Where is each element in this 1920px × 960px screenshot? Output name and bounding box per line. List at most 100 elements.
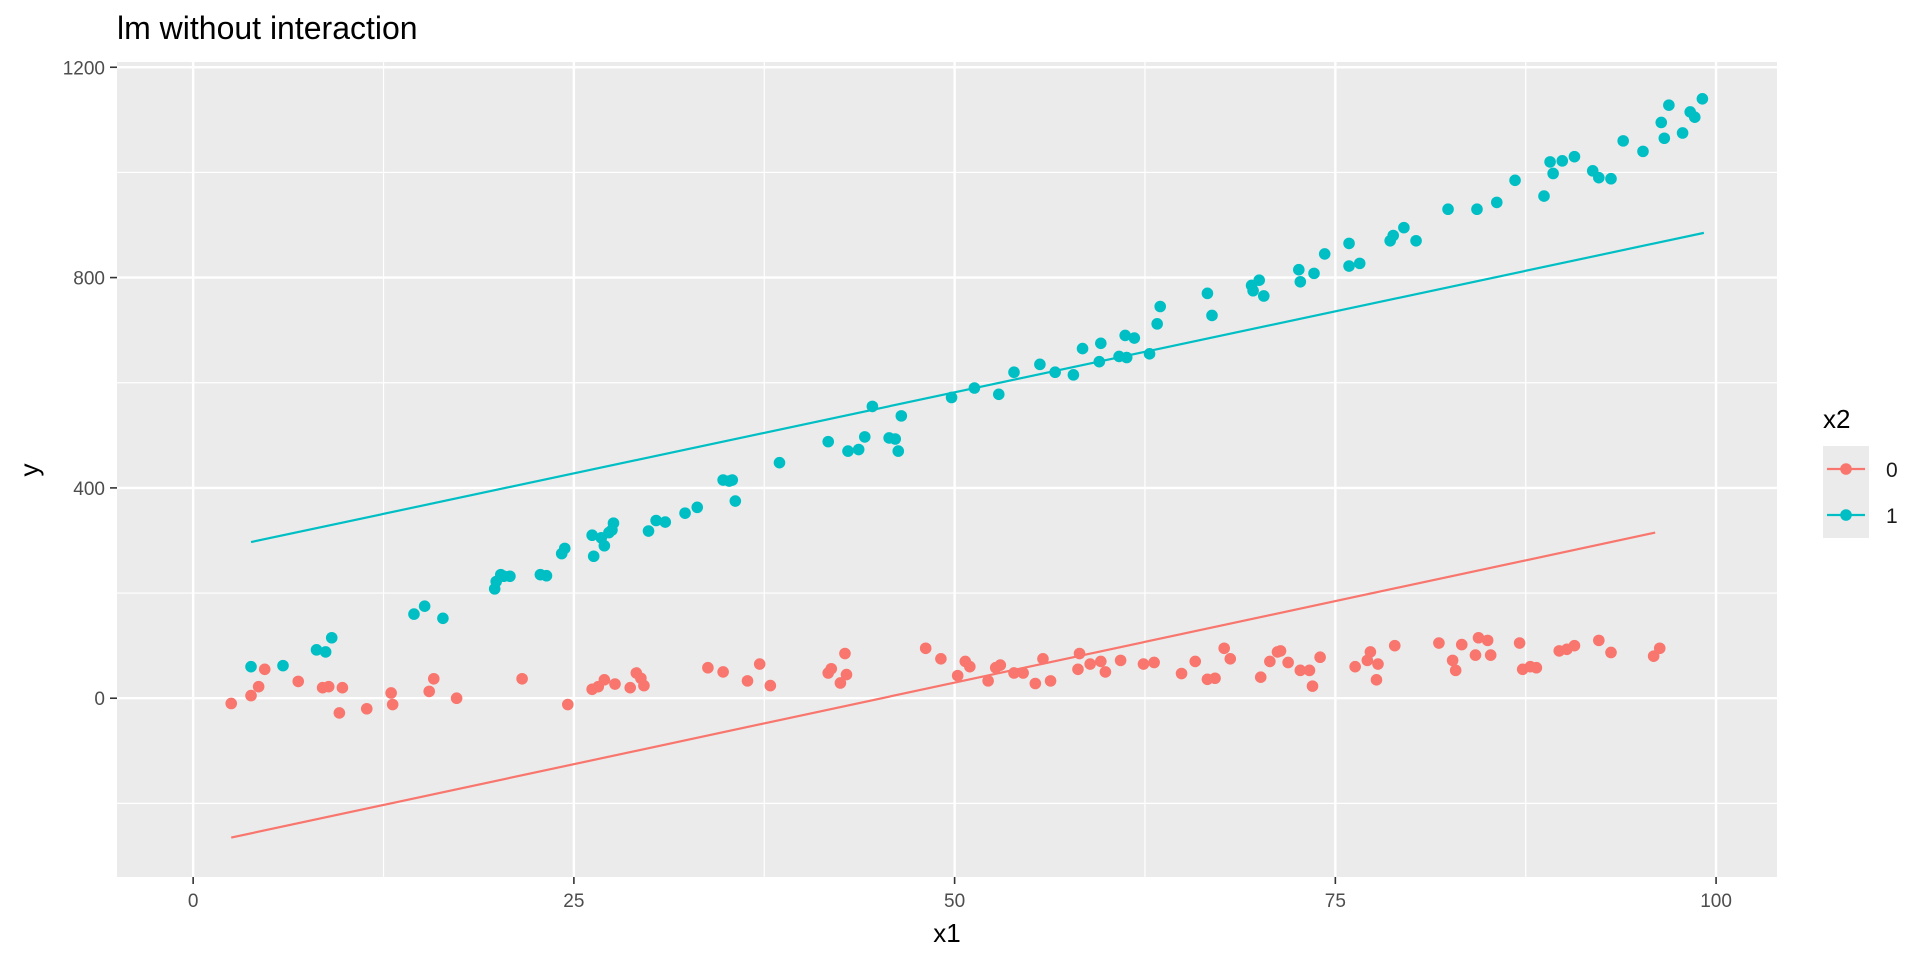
data-point-x2-1	[1688, 111, 1701, 124]
data-point-x2-1	[1151, 318, 1163, 330]
data-point-x2-0	[1037, 652, 1049, 665]
data-point-x2-0	[964, 660, 976, 673]
data-point-x2-1	[1544, 156, 1556, 168]
data-point-x2-1	[1490, 196, 1503, 209]
data-point-x2-0	[1303, 664, 1316, 677]
data-point-x2-0	[1513, 637, 1526, 649]
data-point-x2-0	[1647, 650, 1660, 662]
data-point-x2-0	[561, 698, 574, 711]
plot-panel	[117, 62, 1777, 877]
x-tick-label: 0	[188, 891, 199, 912]
x-axis: 0 25 50 75 100	[188, 877, 1732, 912]
data-point-x2-0	[1148, 656, 1160, 669]
data-point-x2-0	[1274, 645, 1287, 657]
data-point-x2-0	[386, 698, 399, 711]
data-point-x2-1	[325, 631, 338, 644]
data-point-x2-1	[607, 517, 620, 529]
data-point-x2-0	[1175, 667, 1188, 680]
data-point-x2-0	[717, 666, 729, 678]
data-point-x2-0	[1472, 631, 1485, 644]
data-point-x2-1	[1201, 287, 1214, 300]
data-point-x2-1	[992, 388, 1005, 401]
data-point-x2-1	[1247, 284, 1259, 297]
data-point-x2-1	[587, 550, 600, 563]
data-point-x2-1	[1387, 229, 1400, 242]
data-point-x2-1	[1294, 275, 1307, 288]
data-point-x2-1	[1605, 172, 1617, 185]
legend-label-0: 0	[1886, 459, 1898, 482]
data-point-x2-1	[842, 445, 854, 457]
data-point-x2-1	[586, 529, 598, 542]
data-point-x2-0	[252, 680, 265, 693]
data-point-x2-1	[408, 608, 420, 620]
data-point-x2-1	[1034, 358, 1046, 371]
data-point-x2-1	[679, 507, 691, 519]
data-point-x2-0	[935, 652, 947, 665]
data-point-x2-1	[1547, 167, 1559, 180]
data-point-x2-1	[866, 400, 879, 413]
data-point-x2-0	[292, 675, 305, 688]
data-point-x2-0	[1189, 655, 1202, 668]
data-point-x2-0	[450, 692, 463, 705]
data-point-x2-0	[1372, 658, 1384, 670]
data-point-x2-0	[1484, 649, 1497, 661]
legend-key-background	[1823, 446, 1869, 538]
data-point-x2-1	[1568, 150, 1581, 163]
y-tick-label: 800	[73, 269, 105, 290]
data-point-x2-1	[245, 660, 257, 673]
x-tick-label: 75	[1325, 891, 1346, 912]
x-axis-title: x1	[933, 918, 960, 948]
data-points	[225, 93, 1709, 719]
data-point-x2-1	[1343, 260, 1355, 272]
data-point-x2-0	[609, 678, 621, 690]
data-point-x2-0	[638, 679, 650, 692]
data-point-x2-0	[753, 658, 766, 670]
data-point-x2-0	[427, 672, 440, 685]
data-point-x2-0	[834, 677, 847, 689]
data-point-x2-0	[333, 707, 346, 719]
data-point-x2-1	[858, 431, 871, 443]
data-point-x2-1	[1676, 127, 1689, 139]
data-point-x2-1	[642, 525, 655, 537]
data-point-x2-0	[1446, 654, 1459, 667]
data-point-x2-1	[895, 410, 908, 422]
data-point-x2-1	[1343, 237, 1355, 250]
data-point-x2-0	[1099, 666, 1112, 678]
data-point-x2-1	[437, 612, 449, 625]
data-point-x2-1	[1292, 263, 1305, 276]
data-point-x2-1	[822, 435, 835, 448]
data-point-x2-1	[1143, 348, 1156, 360]
data-point-x2-0	[1008, 667, 1020, 679]
data-point-x2-1	[540, 569, 553, 582]
data-point-x2-0	[1224, 652, 1237, 665]
legend-label-1: 1	[1886, 505, 1898, 528]
data-point-x2-1	[310, 644, 323, 656]
data-point-x2-0	[1294, 664, 1307, 677]
data-point-x2-1	[1538, 190, 1550, 202]
legend-title: x2	[1823, 404, 1850, 434]
data-point-x2-1	[945, 391, 958, 404]
data-point-x2-1	[1593, 171, 1605, 184]
data-point-x2-1	[1509, 174, 1521, 187]
data-point-x2-0	[1469, 649, 1482, 661]
fit-line-x2-0	[230, 531, 1656, 839]
major-gridlines	[117, 62, 1777, 877]
data-point-x2-0	[1306, 680, 1319, 692]
data-point-x2-0	[951, 669, 964, 682]
data-point-x2-0	[1282, 656, 1294, 669]
data-point-x2-1	[1442, 203, 1454, 216]
data-point-x2-1	[1655, 116, 1668, 129]
data-point-x2-1	[1308, 267, 1320, 280]
data-point-x2-0	[1370, 674, 1383, 686]
data-point-x2-0	[1314, 651, 1326, 664]
data-point-x2-0	[1349, 660, 1361, 673]
data-point-x2-1	[729, 495, 742, 507]
data-point-x2-0	[1449, 664, 1462, 677]
data-point-x2-1	[1658, 132, 1671, 145]
data-point-x2-0	[702, 661, 714, 674]
data-point-x2-0	[764, 679, 777, 692]
x-tick-label: 25	[563, 891, 584, 912]
data-point-x2-1	[968, 382, 981, 394]
data-point-x2-1	[1410, 234, 1422, 247]
